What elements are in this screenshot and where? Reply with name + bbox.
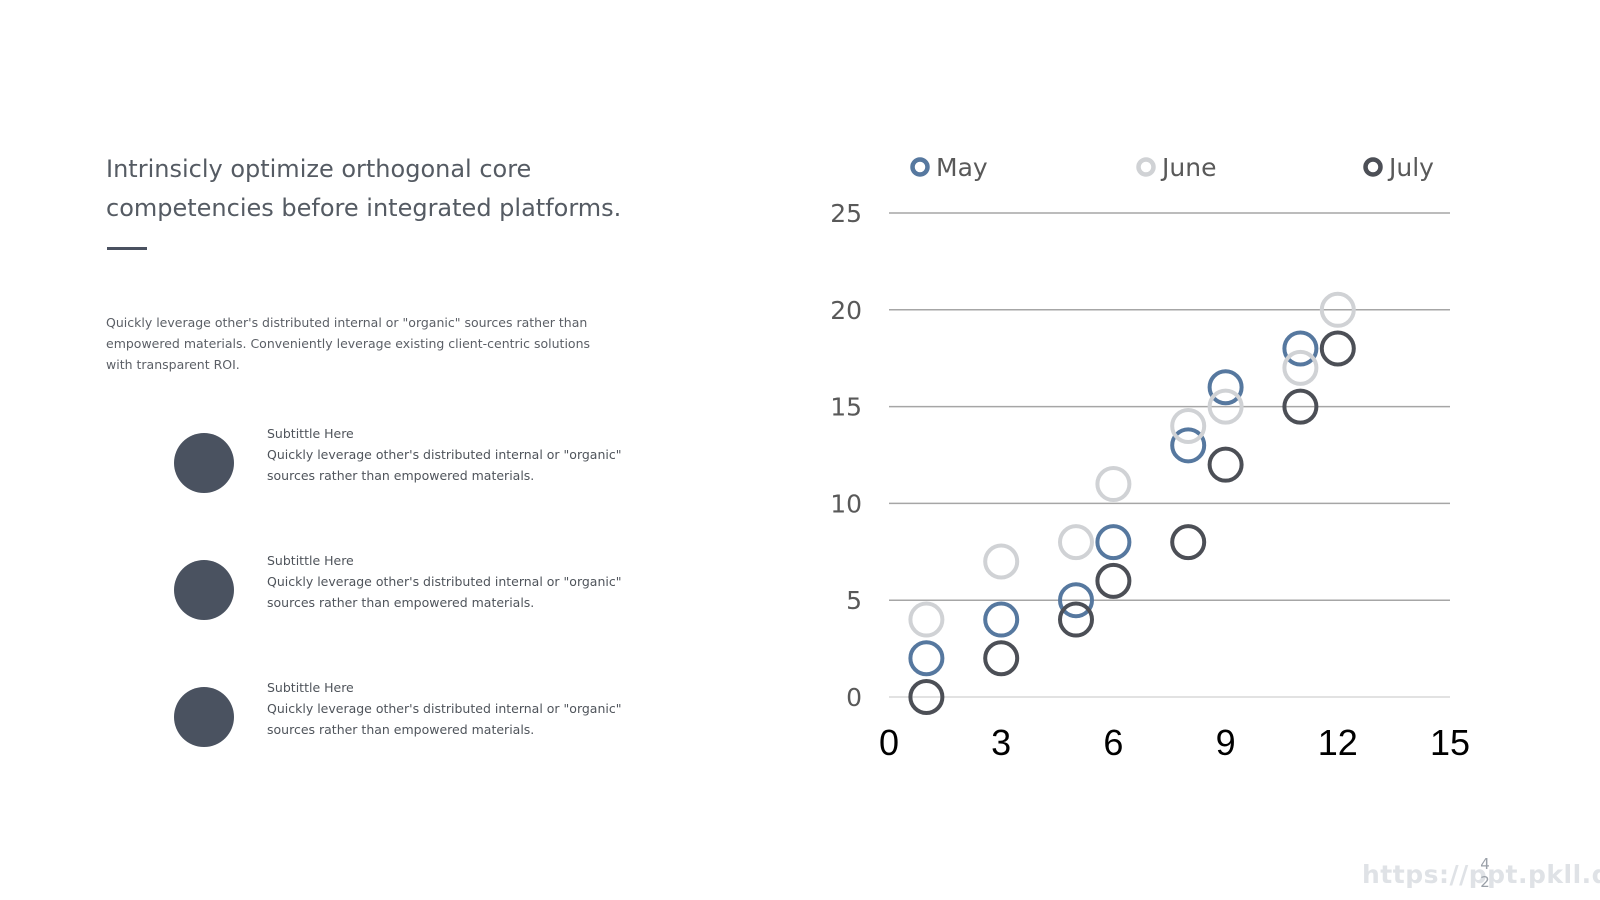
data-point-july [1170, 524, 1207, 561]
data-point-july [1207, 446, 1244, 483]
feature-subtitle: Subtittle Here [267, 426, 354, 441]
y-tick-label: 10 [830, 489, 862, 518]
feature-subtitle: Subtittle Here [267, 680, 354, 695]
slide-title: Intrinsicly optimize orthogonal core com… [106, 155, 622, 222]
x-tick-label: 6 [1103, 722, 1123, 763]
feature-body: Quickly leverage other's distributed int… [267, 574, 622, 610]
x-tick-label: 9 [1216, 722, 1236, 763]
legend-label: May [936, 153, 988, 182]
data-point-july [1058, 601, 1094, 638]
data-point-may [1170, 427, 1207, 464]
intro-paragraph: Quickly leverage other's distributed int… [106, 315, 591, 372]
data-point-june [908, 601, 945, 638]
data-point-june [1207, 388, 1244, 425]
data-point-june [1170, 407, 1207, 444]
x-tick-label: 3 [991, 722, 1011, 763]
data-point-may [1282, 330, 1319, 367]
x-tick-label: 12 [1318, 722, 1358, 763]
data-point-june [1319, 291, 1356, 328]
data-point-july [1282, 388, 1319, 425]
data-point-july [983, 640, 1020, 677]
data-point-june [1058, 524, 1094, 561]
x-tick-label: 0 [879, 722, 899, 763]
data-point-may [983, 601, 1020, 638]
feature-circle-icon [174, 560, 234, 620]
title-underline [107, 247, 147, 250]
data-point-may [1095, 524, 1132, 561]
page-number-bottom: 2 [1480, 873, 1490, 891]
y-tick-label: 15 [830, 393, 862, 422]
watermark-url: https://ppt.pkll.de [1362, 860, 1600, 889]
legend-marker [1363, 157, 1383, 177]
feature-item-2: Subtittle Here Quickly leverage other's … [174, 550, 644, 620]
legend-marker [1136, 157, 1156, 177]
data-point-july [1095, 562, 1132, 599]
feature-subtitle: Subtittle Here [267, 553, 354, 568]
y-tick-label: 20 [830, 296, 862, 325]
feature-circle-icon [174, 687, 234, 747]
y-tick-label: 5 [846, 586, 862, 615]
feature-item-1: Subtittle Here Quickly leverage other's … [174, 423, 644, 493]
data-point-july [908, 679, 945, 715]
data-point-june [983, 543, 1020, 580]
feature-body: Quickly leverage other's distributed int… [267, 701, 622, 737]
data-point-may [1207, 369, 1244, 406]
feature-item-3: Subtittle Here Quickly leverage other's … [174, 677, 644, 747]
feature-circle-icon [174, 433, 234, 493]
data-point-july [1319, 330, 1356, 367]
y-tick-label: 25 [830, 199, 862, 228]
scatter-chart: 0 5 10 15 20 25 0 3 6 9 12 15 May June July [830, 153, 1470, 763]
data-point-june [1095, 466, 1132, 503]
page-number-top: 4 [1480, 855, 1490, 873]
x-tick-label: 15 [1430, 722, 1470, 763]
data-point-may [1058, 582, 1094, 619]
legend-label: June [1160, 153, 1216, 182]
legend-marker [910, 157, 930, 177]
data-point-may [908, 640, 945, 677]
y-tick-label: 0 [846, 683, 862, 712]
legend-label: July [1387, 153, 1434, 182]
page-number: 4 2 [1478, 855, 1492, 891]
data-point-june [1282, 349, 1319, 386]
feature-body: Quickly leverage other's distributed int… [267, 447, 622, 483]
